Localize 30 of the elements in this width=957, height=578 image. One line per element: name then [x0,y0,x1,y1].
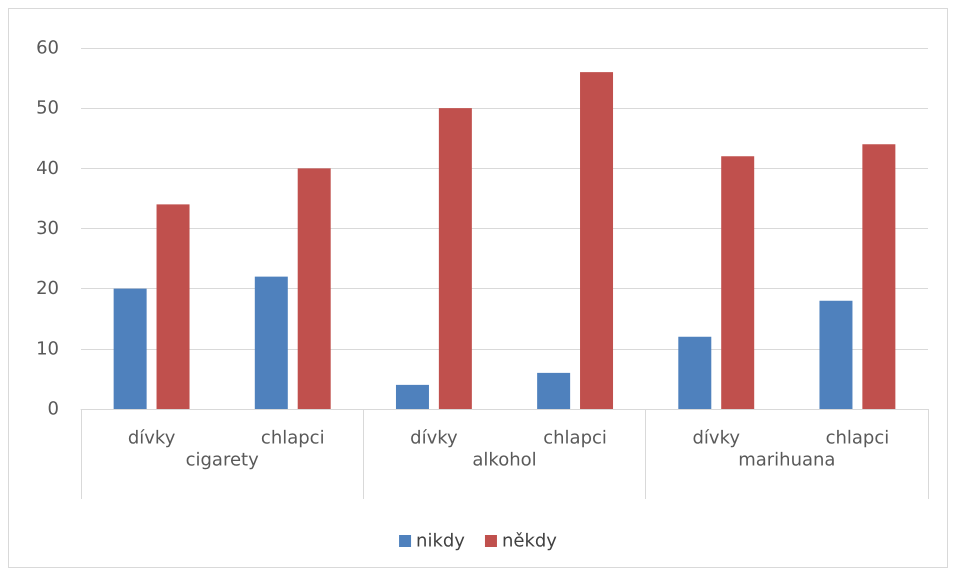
legend-label: nikdy [416,530,466,552]
bar [819,300,852,409]
bar [862,144,896,409]
bar [298,168,331,409]
x-tick-label: dívky [692,428,740,448]
bar [721,156,754,409]
text: marihuana [738,450,836,470]
y-tick-label: 10 [36,338,59,360]
x-tick-label: dívky [410,428,458,448]
bar [678,336,712,409]
y-tick-label: 60 [36,38,59,58]
bar [114,288,147,409]
y-tick-label: 40 [36,158,59,179]
bar [537,372,570,409]
y-tick-label: 30 [36,218,59,239]
y-tick-label: 20 [36,278,59,300]
bar [580,72,614,409]
legend-label: někdy [502,530,558,552]
x-tick-label: chlapci [543,428,607,448]
bar [438,108,472,409]
x-tick-label: dívky [128,428,176,448]
text: cigarety [186,450,260,470]
x-tick-label: chlapci [260,428,325,448]
bar [156,204,190,409]
x-tick-label: chlapci [826,428,890,448]
y-tick-label: 0 [48,398,59,420]
bar [254,276,288,409]
y-tick-label: 50 [36,98,59,119]
bar [396,384,429,409]
text: alkohol [472,450,537,470]
